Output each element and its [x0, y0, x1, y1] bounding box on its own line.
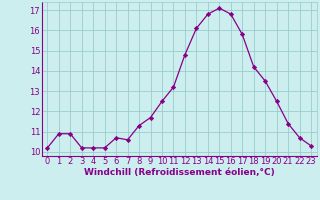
X-axis label: Windchill (Refroidissement éolien,°C): Windchill (Refroidissement éolien,°C) — [84, 168, 275, 177]
